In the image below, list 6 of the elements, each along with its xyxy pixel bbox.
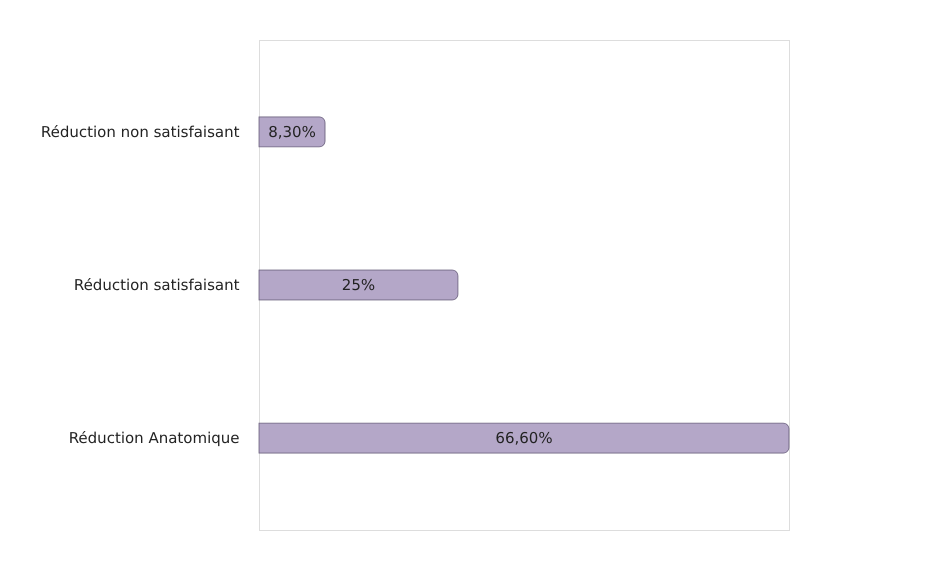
y-tick-label: Réduction Anatomique bbox=[68, 429, 240, 448]
data-label: 25% bbox=[342, 276, 376, 294]
data-label: 66,60% bbox=[495, 429, 553, 448]
y-tick-label: Réduction satisfaisant bbox=[74, 276, 240, 294]
y-tick-label: Réduction non satisfaisant bbox=[40, 122, 240, 141]
data-label: 8,30% bbox=[268, 122, 316, 141]
